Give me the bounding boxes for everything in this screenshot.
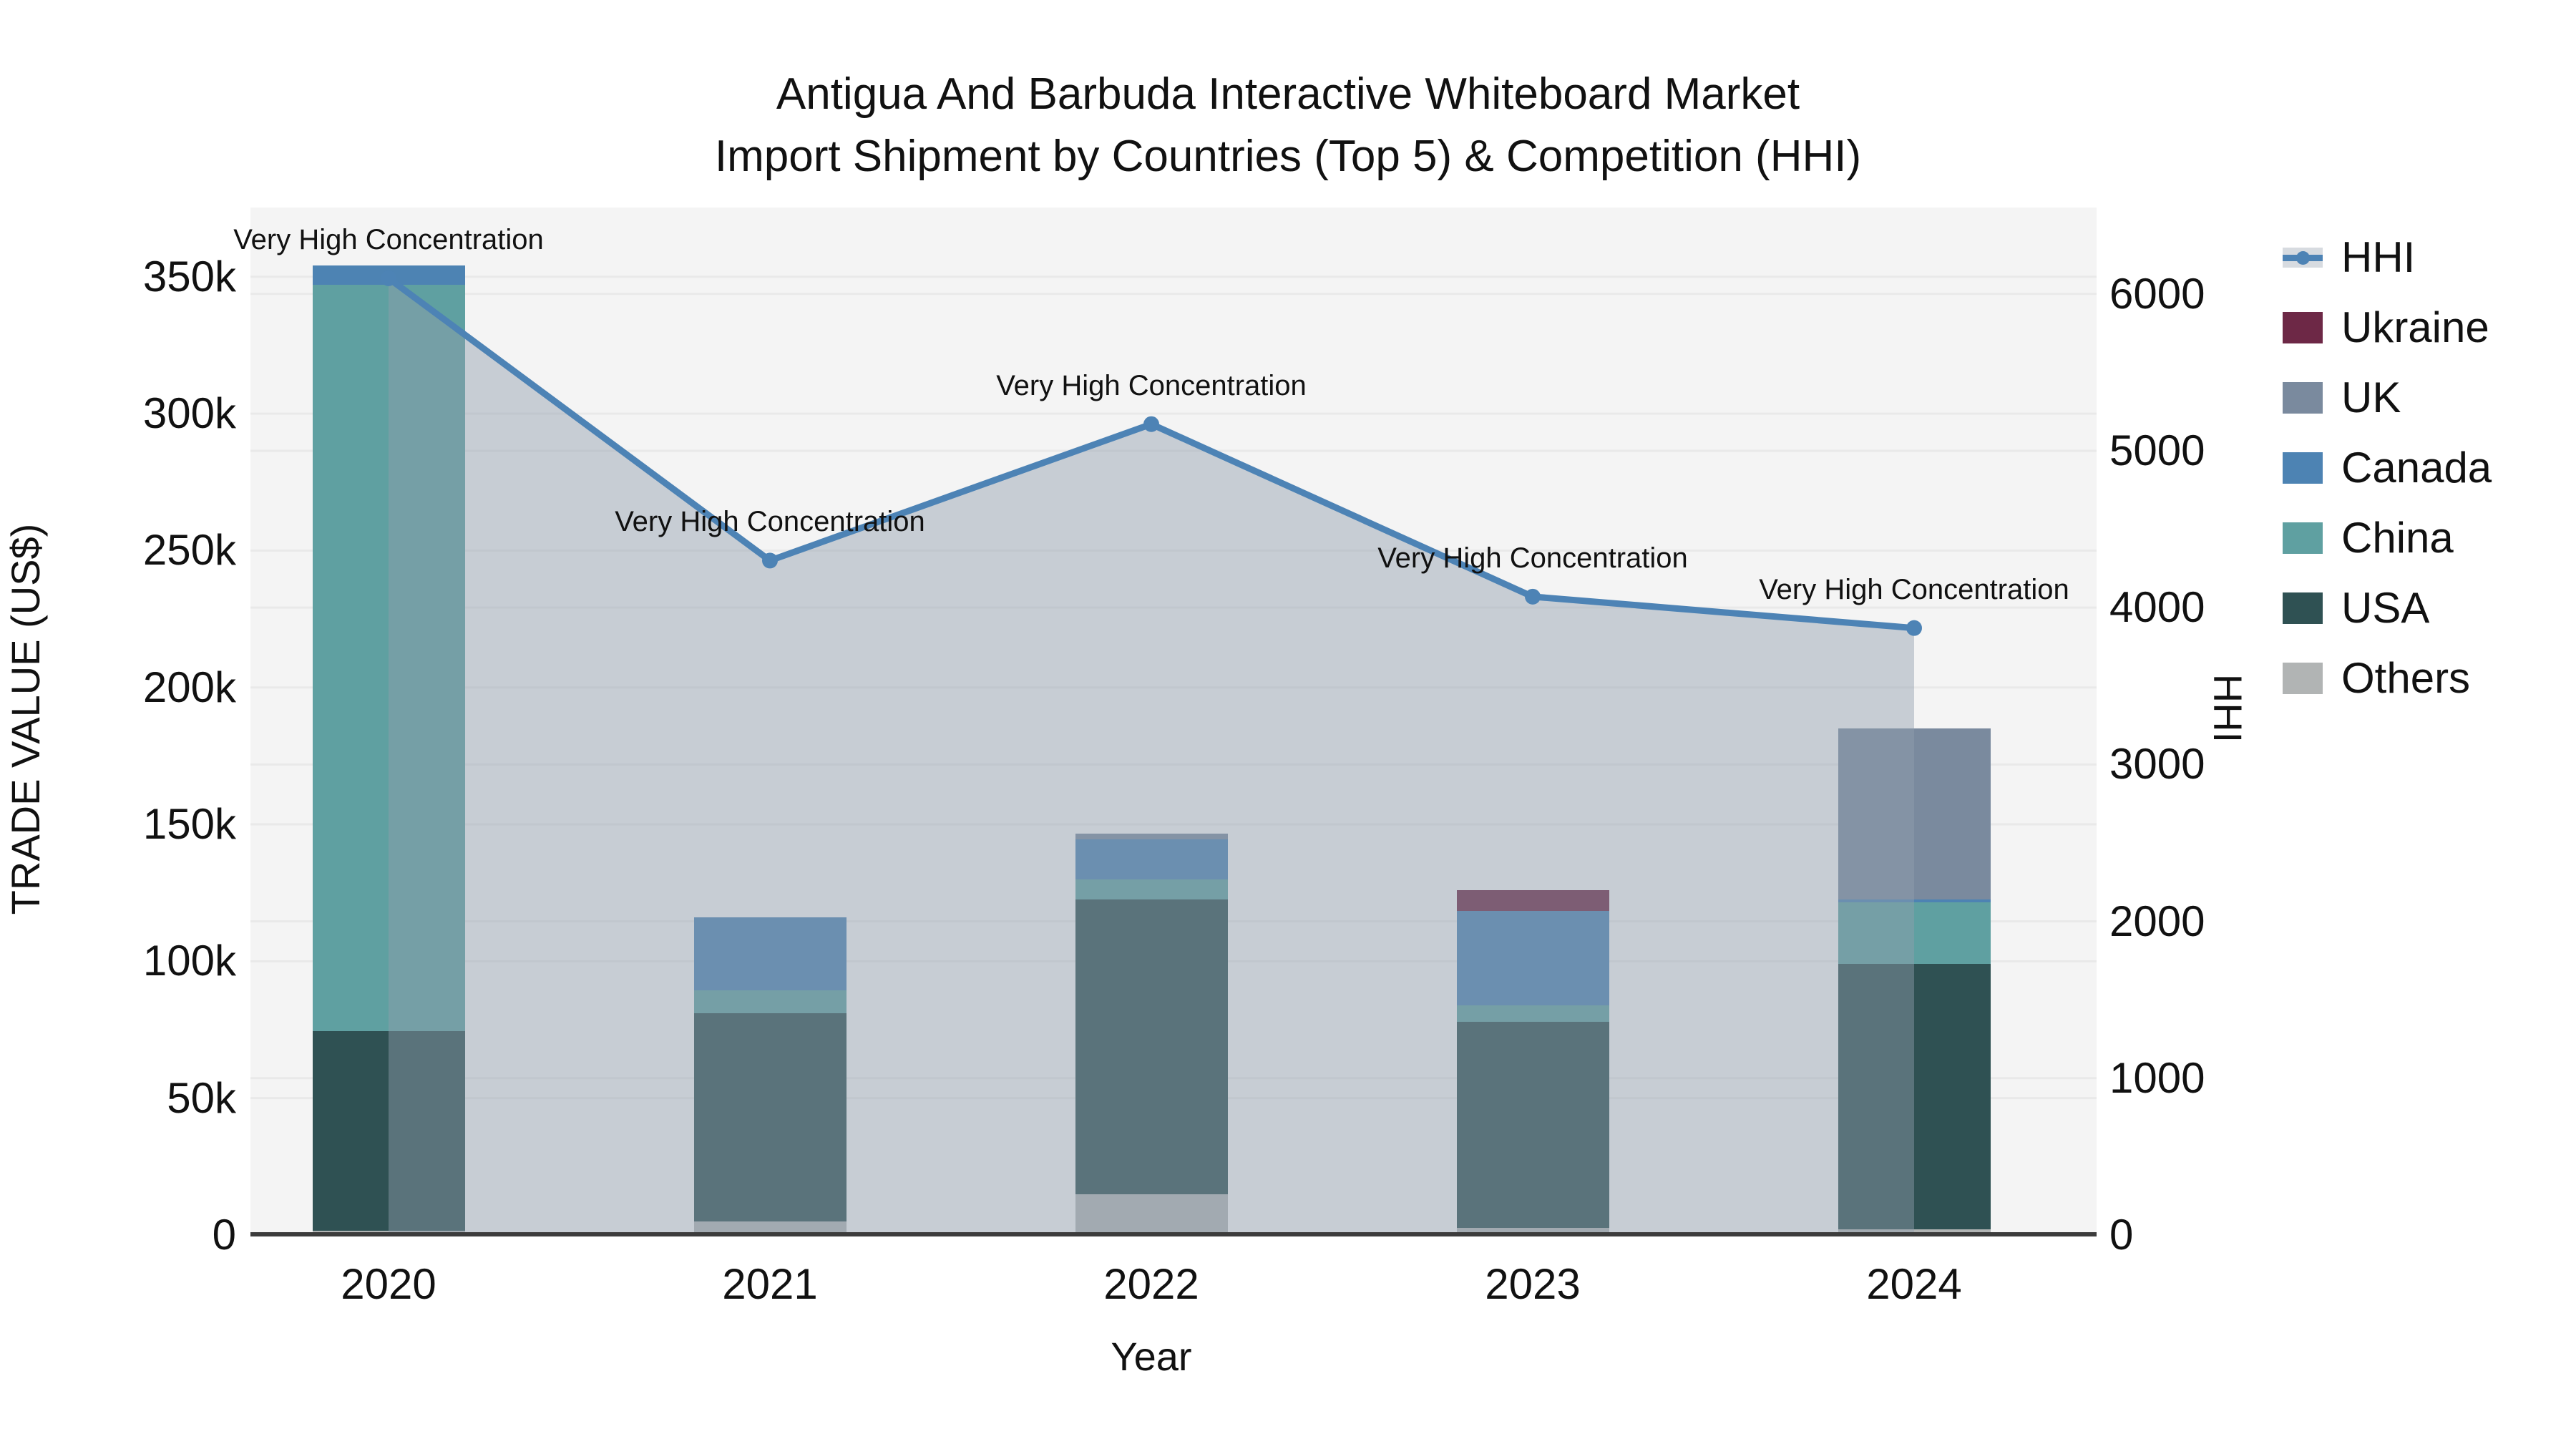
y-left-tick-50k: 50k [167, 1073, 236, 1122]
legend-swatch-canada [2283, 452, 2323, 484]
legend-label-usa: USA [2341, 584, 2430, 632]
legend-item-usa[interactable]: USA [2283, 573, 2492, 643]
legend-label-canada: Canada [2341, 444, 2492, 492]
legend-hhi-line-icon [2283, 242, 2323, 273]
y-right-tick-2000: 2000 [2109, 897, 2205, 945]
y-left-tick-300k: 300k [142, 389, 236, 438]
legend-label-china: China [2341, 514, 2454, 562]
x-tick-2023: 2023 [1485, 1260, 1581, 1308]
legend-swatch-ukraine [2283, 312, 2323, 343]
y-left-tick-100k: 100k [142, 937, 236, 985]
legend-item-others[interactable]: Others [2283, 643, 2492, 713]
hhi-area-fill [389, 278, 1914, 1236]
y-left-tick-350k: 350k [142, 252, 236, 301]
y-right-tick-1000: 1000 [2109, 1053, 2205, 1102]
x-axis-title: Year [1111, 1334, 1192, 1379]
y-right-axis-title: HHI [2205, 673, 2250, 743]
hhi-marker-2023[interactable] [1525, 588, 1541, 605]
y-left-tick-200k: 200k [142, 663, 236, 711]
x-tick-2020: 2020 [341, 1260, 436, 1308]
legend-label-others: Others [2341, 654, 2471, 702]
y-left-tick-0: 0 [212, 1211, 236, 1259]
legend: HHI Ukraine UK Canada China USA Others [2283, 223, 2492, 713]
legend-swatch-uk [2283, 382, 2323, 414]
legend-swatch-others [2283, 663, 2323, 694]
y-left-tick-250k: 250k [142, 526, 236, 575]
y-left-tick-150k: 150k [142, 800, 236, 849]
y-right-tick-0: 0 [2109, 1211, 2134, 1259]
x-tick-2022: 2022 [1103, 1260, 1199, 1308]
legend-item-hhi[interactable]: HHI [2283, 223, 2492, 293]
legend-item-china[interactable]: China [2283, 503, 2492, 573]
x-tick-2024: 2024 [1866, 1260, 1962, 1308]
y-right-tick-3000: 3000 [2109, 740, 2205, 789]
x-axis-line [250, 1232, 2097, 1236]
legend-label-hhi: HHI [2341, 233, 2416, 281]
legend-item-canada[interactable]: Canada [2283, 433, 2492, 503]
y-right-tick-5000: 5000 [2109, 426, 2205, 474]
y-right-tick-6000: 6000 [2109, 269, 2205, 318]
chart-title-line2: Import Shipment by Countries (Top 5) & C… [714, 132, 1862, 181]
hhi-marker-2020[interactable] [381, 270, 396, 286]
legend-label-uk: UK [2341, 374, 2401, 421]
hhi-marker-2024[interactable] [1906, 620, 1922, 636]
legend-swatch-usa [2283, 592, 2323, 624]
hhi-marker-2021[interactable] [762, 552, 778, 569]
legend-label-ukraine: Ukraine [2341, 303, 2489, 351]
legend-item-uk[interactable]: UK [2283, 363, 2492, 433]
hhi-line-layer [381, 270, 1922, 1236]
y-right-tick-4000: 4000 [2109, 583, 2205, 632]
hhi-marker-2022[interactable] [1143, 416, 1159, 432]
chart-title-line1: Antigua And Barbuda Interactive Whiteboa… [776, 69, 1800, 119]
legend-item-ukraine[interactable]: Ukraine [2283, 293, 2492, 363]
legend-swatch-china [2283, 522, 2323, 554]
y-left-axis-title: TRADE VALUE (US$) [3, 523, 48, 915]
x-tick-2021: 2021 [722, 1260, 818, 1308]
